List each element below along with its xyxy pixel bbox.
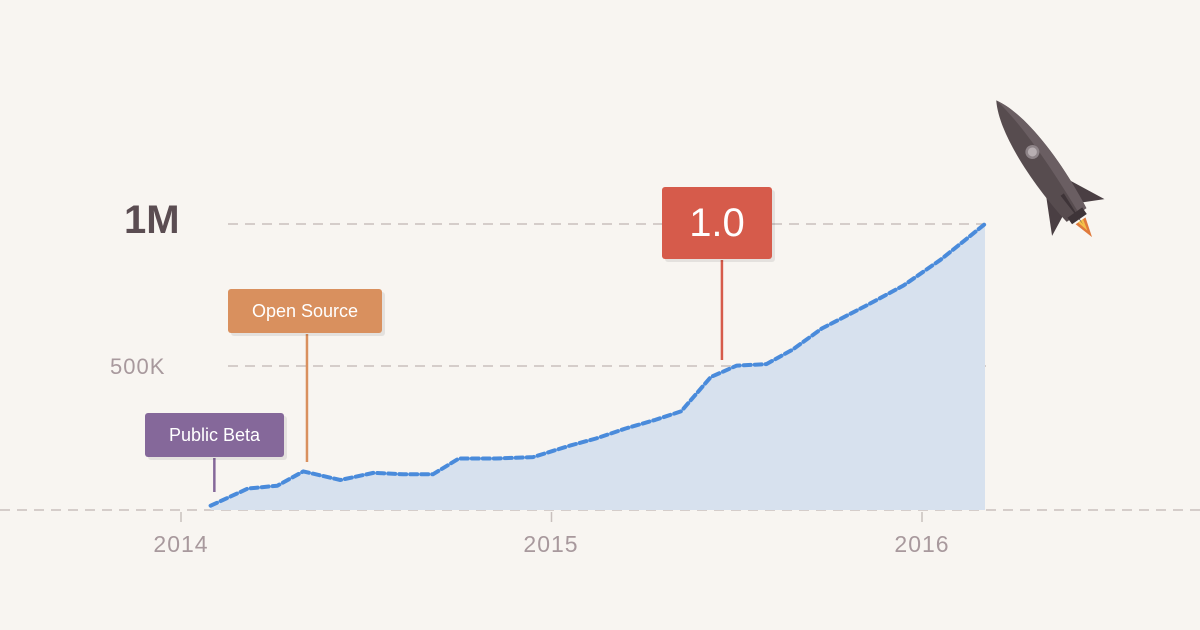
x-tick-2016: 2016: [894, 531, 950, 557]
annotation-1-0: 1.0: [662, 187, 772, 259]
x-axis-ticks: [180, 512, 923, 522]
series-line: [208, 222, 987, 508]
x-tick-2015: 2015: [523, 531, 579, 557]
y-tick-500k: 500K: [110, 354, 166, 379]
annotation-public-beta: Public Beta: [145, 413, 284, 457]
rocket-icon: [996, 100, 1105, 238]
annotation-stems: [213, 260, 724, 492]
annotation-open-source: Open Source: [228, 289, 382, 333]
y-tick-1m: 1M: [124, 198, 180, 242]
x-tick-2014: 2014: [153, 531, 209, 557]
series-area: [210, 224, 986, 510]
